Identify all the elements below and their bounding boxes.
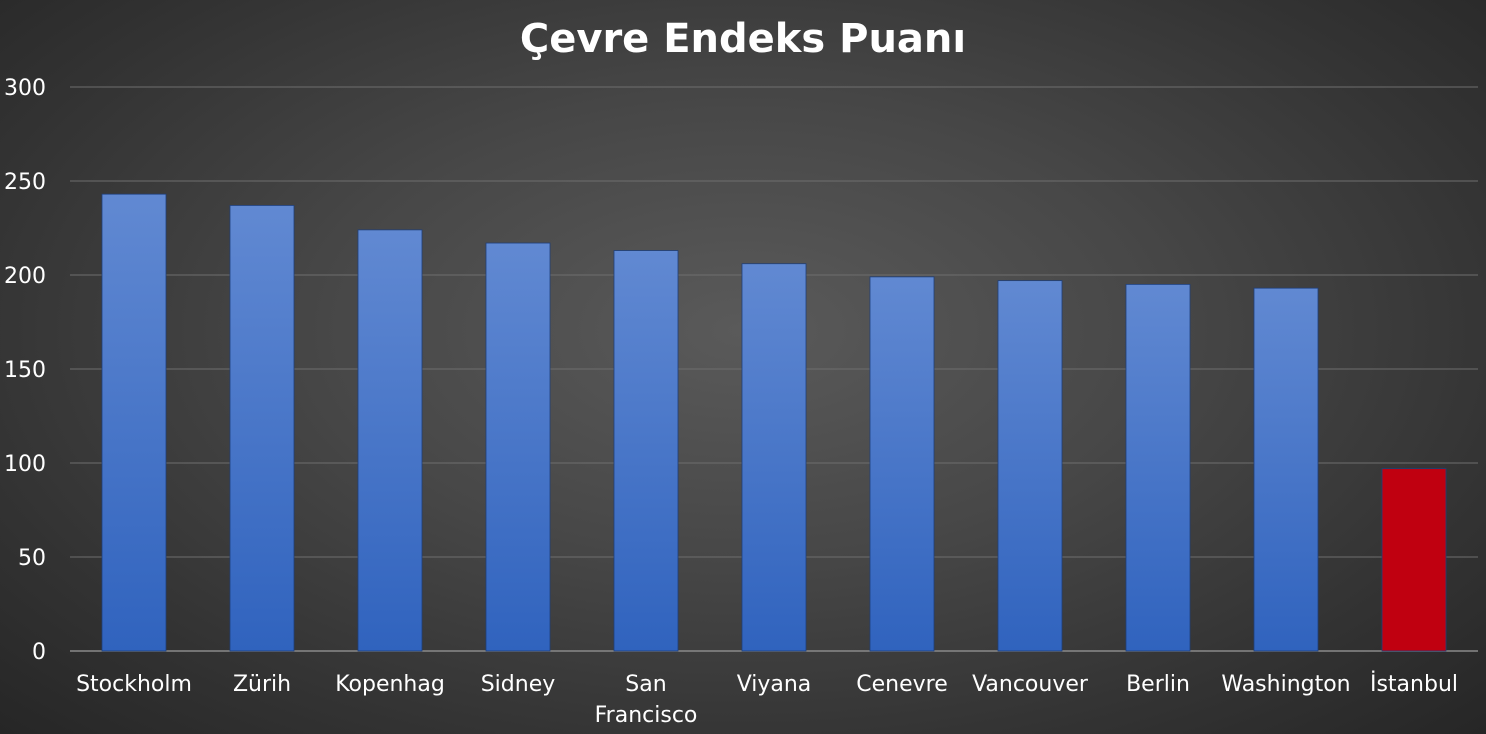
x-tick-label: Sidney <box>481 672 556 697</box>
bar <box>997 280 1063 652</box>
chart-title: Çevre Endeks Puanı <box>520 16 966 62</box>
bar <box>357 229 423 652</box>
x-tick-label: İstanbul <box>1370 671 1458 697</box>
y-tick-label: 50 <box>18 546 46 571</box>
y-tick-label: 250 <box>4 170 46 195</box>
x-tick-label: Cenevre <box>856 672 948 697</box>
bar <box>1253 287 1319 652</box>
x-tick-label: Vancouver <box>972 672 1089 697</box>
bars <box>101 193 1447 652</box>
y-tick-label: 0 <box>32 640 46 665</box>
x-tick-label: Viyana <box>737 672 812 697</box>
bar <box>869 276 935 652</box>
x-tick-label: Berlin <box>1126 672 1190 697</box>
y-axis-ticks: 0 50 100 150 200 250 300 <box>4 76 46 665</box>
bar <box>101 193 167 652</box>
x-tick-label: Kopenhag <box>335 672 445 697</box>
x-tick-label: Stockholm <box>76 672 192 697</box>
x-tick-label: Washington <box>1221 672 1350 697</box>
bar <box>613 250 679 652</box>
bar <box>1381 468 1447 652</box>
x-tick-label: Zürih <box>233 672 291 697</box>
bar <box>229 205 295 652</box>
x-tick-label: San Francisco <box>595 672 698 728</box>
bar <box>1125 283 1191 652</box>
y-tick-label: 100 <box>4 452 46 477</box>
y-tick-label: 200 <box>4 264 46 289</box>
x-axis-ticks: Stockholm Zürih Kopenhag Sidney San Francisco… <box>76 671 1458 728</box>
y-tick-label: 150 <box>4 358 46 383</box>
y-tick-label: 300 <box>4 76 46 101</box>
bar <box>741 263 807 652</box>
bar <box>485 242 551 652</box>
